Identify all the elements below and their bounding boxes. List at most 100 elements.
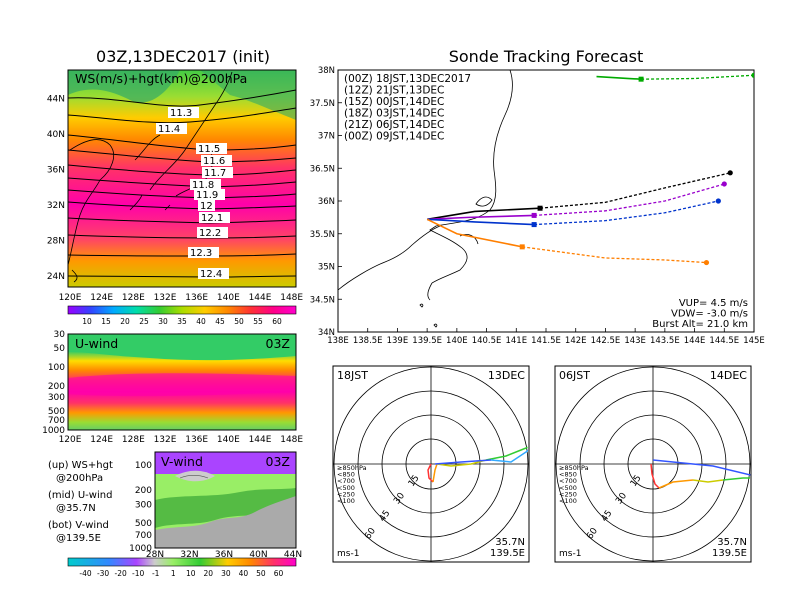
track-marker bbox=[638, 76, 644, 82]
u-wind-x-tick: 124E bbox=[90, 435, 113, 445]
v-wind-y-tick: 500 bbox=[135, 519, 152, 529]
track-marker bbox=[531, 222, 537, 228]
track-line-solid bbox=[596, 75, 642, 80]
v-wind-x-ticks: 28N 32N 36N 40N 44N bbox=[146, 550, 302, 560]
contour-label-bg bbox=[188, 247, 219, 258]
v-wind-x-tick: 28N bbox=[146, 550, 164, 560]
track-x-tick: 142.5E bbox=[591, 336, 621, 346]
v-wind-x-tick: 36N bbox=[215, 550, 233, 560]
track-x-tick: 144.5E bbox=[709, 336, 739, 346]
ws-y-tick: 44N bbox=[47, 95, 65, 105]
colorbar-ws-tick: 55 bbox=[253, 317, 263, 326]
track-title: Sonde Tracking Forecast bbox=[449, 47, 644, 66]
colorbar-ws-tick: 25 bbox=[139, 317, 149, 326]
hodo-segment bbox=[658, 479, 694, 489]
hodo-segment bbox=[436, 459, 487, 467]
contour-label-bg bbox=[201, 155, 232, 166]
hodograph-06jst: 06JST 14DEC15304560≥850hPa<850<700<500<25… bbox=[554, 365, 752, 563]
colorbar-v-tick: 10 bbox=[186, 569, 196, 578]
track-x-tick: 144E bbox=[684, 336, 706, 346]
track-lines bbox=[426, 72, 754, 266]
contour-label-bg bbox=[194, 189, 225, 200]
hodo-label-left: 18JST bbox=[337, 369, 368, 382]
v-wind-panel: V-wind 03Z bbox=[154, 451, 297, 549]
hodo-segment bbox=[490, 443, 529, 463]
track-line-dashed bbox=[534, 200, 719, 226]
colorbar-ws-tick: 50 bbox=[234, 317, 244, 326]
v-wind-x-tick: 44N bbox=[284, 550, 302, 560]
contour-label-bg bbox=[190, 179, 221, 190]
hodo-segment bbox=[432, 463, 438, 483]
hodo-label-left: 06JST bbox=[559, 369, 590, 382]
u-wind-time: 03Z bbox=[266, 336, 290, 351]
track-annotation: VUP= 4.5 m/s bbox=[679, 298, 748, 309]
hodo-label-right: 13DEC bbox=[488, 369, 525, 382]
track-end-point bbox=[703, 259, 710, 266]
colorbar-ws-tick: 60 bbox=[272, 317, 282, 326]
track-legend-item: (15Z) 00JST,14DEC bbox=[344, 96, 444, 108]
track-line-solid bbox=[427, 218, 535, 226]
track-x-tick: 138E bbox=[327, 336, 349, 346]
hodo-legend-item: <700 bbox=[337, 477, 355, 485]
track-legend: (00Z) 18JST,13DEC2017(12Z) 21JST,13DEC(1… bbox=[344, 73, 471, 143]
hodo-legend-item: <850 bbox=[559, 471, 577, 479]
hodo-legend-item: ≥850hPa bbox=[559, 464, 589, 472]
ws-label: WS(m/s)+hgt(km)@200hPa bbox=[75, 71, 247, 86]
u-wind-x-ticks: 120E 124E 128E 132E 136E 140E 144E 148E bbox=[59, 435, 304, 445]
track-end-point bbox=[721, 181, 727, 187]
track-marker bbox=[519, 244, 525, 250]
v-wind-x-tick: 40N bbox=[249, 550, 267, 560]
track-line-dashed bbox=[522, 246, 707, 264]
u-wind-y-tick: 30 bbox=[54, 330, 66, 340]
hodo-legend-item: <100 bbox=[559, 497, 577, 505]
track-x-tick: 138.5E bbox=[353, 336, 383, 346]
u-wind-x-tick: 136E bbox=[185, 435, 208, 445]
u-wind-x-tick: 148E bbox=[280, 435, 303, 445]
hodo-location-lon: 139.5E bbox=[490, 548, 525, 559]
contour-label-bg bbox=[198, 268, 229, 279]
panel-note: (up) WS+hgt bbox=[48, 460, 113, 471]
colorbar-ws-tick: 15 bbox=[101, 317, 111, 326]
track-x-tick: 139.5E bbox=[412, 336, 442, 346]
track-legend-item: (21Z) 06JST,14DEC bbox=[344, 119, 444, 131]
contour-label: 11.7 bbox=[204, 168, 226, 179]
colorbar-v-tick: 20 bbox=[204, 569, 214, 578]
track-y-tick: 38N bbox=[318, 66, 335, 76]
track-y-tick: 35.5N bbox=[310, 230, 335, 240]
ws-x-tick: 128E bbox=[122, 293, 145, 303]
ws-x-tick: 144E bbox=[249, 293, 272, 303]
track-line-dashed bbox=[641, 74, 754, 80]
hodo-lines bbox=[650, 459, 751, 489]
contour-label-bg bbox=[197, 227, 228, 238]
colorbar-ws bbox=[67, 305, 297, 315]
contour-label-bg bbox=[202, 167, 233, 178]
track-x-tick: 141.5E bbox=[531, 336, 561, 346]
hodo-segment bbox=[692, 479, 724, 483]
contour-label: 12 bbox=[200, 201, 213, 212]
track-line-solid bbox=[427, 207, 541, 221]
track-y-tick: 37N bbox=[318, 132, 335, 142]
hodo-legend-item: <700 bbox=[559, 477, 577, 485]
colorbar-ws-tick: 45 bbox=[215, 317, 225, 326]
u-wind-y-tick: 200 bbox=[48, 382, 65, 392]
hodo-legend-item: <500 bbox=[337, 484, 355, 492]
track-y-ticks: 34N 34.5N 35N 35.5N 36N 36.5N 37N 37.5N 38N bbox=[310, 66, 342, 338]
track-marker bbox=[531, 212, 537, 218]
colorbar-ws-tick: 35 bbox=[177, 317, 187, 326]
hodo-segment bbox=[652, 459, 751, 479]
hodo-segment bbox=[722, 477, 751, 481]
track-x-tick: 142E bbox=[565, 336, 587, 346]
hodo-legend-item: <850 bbox=[337, 471, 355, 479]
v-wind-y-ticks: 100 200 300 500 700 1000 bbox=[129, 461, 152, 554]
track-y-tick: 34N bbox=[318, 328, 335, 338]
panel-note: (mid) U-wind bbox=[48, 490, 112, 501]
track-annotation: Burst Alt= 21.0 km bbox=[652, 319, 748, 330]
hodograph-18jst: 18JST 13DEC15304560≥850hPa<850<700<500<25… bbox=[332, 365, 530, 563]
hodo-segment bbox=[650, 463, 660, 489]
track-legend-item: (00Z) 18JST,13DEC2017 bbox=[344, 73, 471, 85]
u-wind-y-tick: 700 bbox=[48, 416, 65, 426]
contour-label: 11.6 bbox=[203, 156, 225, 167]
